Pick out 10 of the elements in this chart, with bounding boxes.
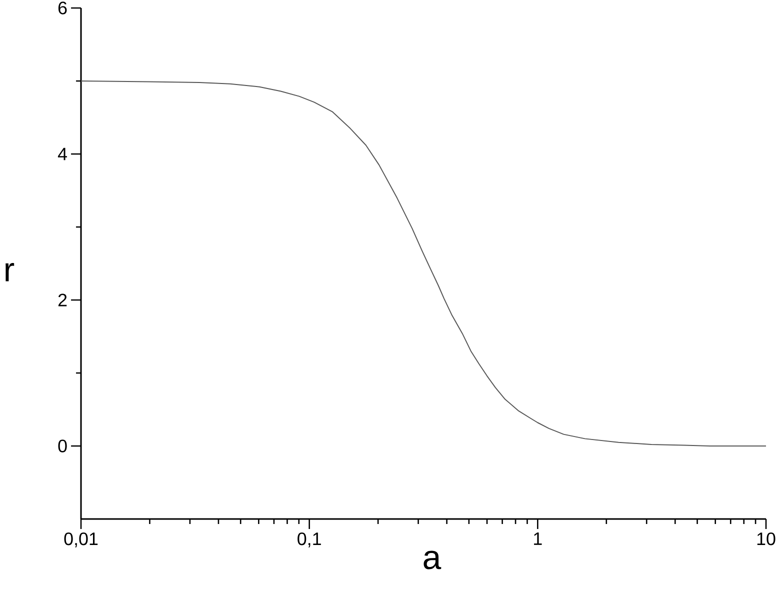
y-axis-title: r — [6, 263, 14, 282]
y-tick-label: 4 — [58, 148, 67, 160]
y-tick-label: 2 — [58, 294, 67, 306]
x-tick-label: 1 — [534, 532, 542, 545]
x-tick-label: 0,1 — [298, 532, 321, 548]
y-tick-label: 6 — [58, 2, 67, 14]
x-axis-title: a — [424, 550, 442, 570]
y-tick-label: 0 — [58, 440, 67, 452]
x-tick-label: 10 — [757, 532, 776, 546]
x-tick-label: 0,01 — [64, 532, 98, 548]
